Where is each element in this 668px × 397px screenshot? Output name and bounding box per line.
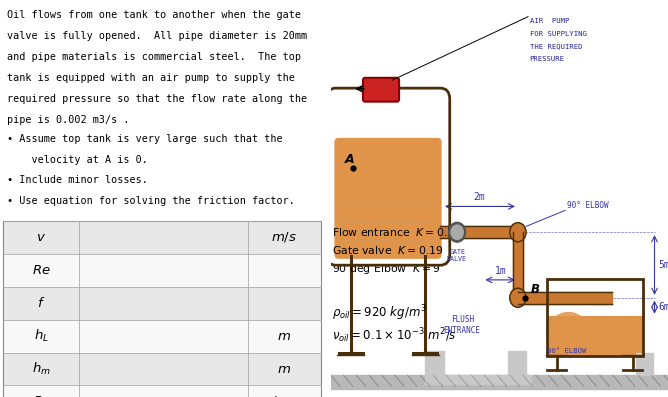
Text: 5m: 5m — [658, 260, 668, 270]
Text: $P_A$: $P_A$ — [33, 394, 49, 397]
Bar — [546, 316, 643, 356]
FancyBboxPatch shape — [335, 138, 442, 259]
Text: • Include minor losses.: • Include minor losses. — [7, 175, 148, 185]
Text: 6m: 6m — [658, 302, 668, 312]
Text: pipe is 0.002 m3/s .: pipe is 0.002 m3/s . — [7, 115, 129, 125]
Text: FLUSH: FLUSH — [451, 314, 474, 324]
Text: VALVE: VALVE — [447, 256, 467, 262]
Bar — [3, 254, 321, 287]
Bar — [3, 287, 321, 320]
Text: $f$: $f$ — [37, 296, 45, 310]
Text: 90° ELBOW: 90° ELBOW — [547, 348, 587, 354]
Text: Gate valve  $K = 0.19$: Gate valve $K = 0.19$ — [333, 244, 444, 256]
Text: 90 deg Elbow  $K = 9$: 90 deg Elbow $K = 9$ — [333, 262, 442, 276]
Text: B: B — [530, 283, 540, 296]
Text: • Assume top tank is very large such that the: • Assume top tank is very large such tha… — [7, 134, 283, 144]
Text: $Re$: $Re$ — [32, 264, 51, 277]
Text: 1m: 1m — [494, 266, 506, 276]
Text: $h_L$: $h_L$ — [34, 328, 49, 344]
Text: $\rho_{oil} = 920\ kg/m^3$: $\rho_{oil} = 920\ kg/m^3$ — [333, 304, 427, 323]
Text: $kPa$: $kPa$ — [272, 395, 297, 397]
Text: FOR SUPPLYING: FOR SUPPLYING — [530, 31, 587, 37]
Bar — [3, 385, 321, 397]
Circle shape — [449, 222, 466, 242]
Bar — [3, 221, 321, 254]
FancyBboxPatch shape — [363, 78, 399, 102]
Bar — [546, 279, 643, 356]
Text: $m/s$: $m/s$ — [271, 230, 297, 244]
Bar — [3, 221, 321, 397]
Text: THE REQUIRED: THE REQUIRED — [530, 43, 582, 49]
Text: 2m: 2m — [473, 193, 485, 202]
Circle shape — [510, 223, 526, 242]
Text: valve is fully opened.  All pipe diameter is 20mm: valve is fully opened. All pipe diameter… — [7, 31, 307, 41]
Text: $m$: $m$ — [277, 362, 291, 376]
Circle shape — [510, 288, 526, 307]
Text: ENTRANCE: ENTRANCE — [444, 326, 481, 335]
Text: AIR  PUMP: AIR PUMP — [530, 18, 569, 24]
Text: A: A — [345, 153, 355, 166]
Text: $m$: $m$ — [277, 330, 291, 343]
Text: $v$: $v$ — [36, 231, 46, 244]
Text: PRESSURE: PRESSURE — [530, 56, 564, 62]
Circle shape — [451, 225, 463, 239]
Bar — [3, 320, 321, 353]
Bar — [3, 353, 321, 385]
Text: required pressure so that the flow rate along the: required pressure so that the flow rate … — [7, 94, 307, 104]
Text: tank is equipped with an air pump to supply the: tank is equipped with an air pump to sup… — [7, 73, 295, 83]
Text: and pipe materials is commercial steel.  The top: and pipe materials is commercial steel. … — [7, 52, 301, 62]
Text: $\nu_{oil} = 0.1 \times 10^{-3}\ m^2/s$: $\nu_{oil} = 0.1 \times 10^{-3}\ m^2/s$ — [333, 326, 457, 345]
Text: Oil flows from one tank to another when the gate: Oil flows from one tank to another when … — [7, 10, 301, 20]
Text: Flow entrance  $K = 0.5$: Flow entrance $K = 0.5$ — [333, 226, 455, 238]
Text: $h_m$: $h_m$ — [32, 361, 51, 377]
Text: 90° ELBOW: 90° ELBOW — [566, 200, 609, 210]
Text: velocity at A is 0.: velocity at A is 0. — [7, 155, 148, 165]
Text: • Use equation for solving the friction factor.: • Use equation for solving the friction … — [7, 196, 295, 206]
Text: GATE: GATE — [449, 249, 465, 255]
